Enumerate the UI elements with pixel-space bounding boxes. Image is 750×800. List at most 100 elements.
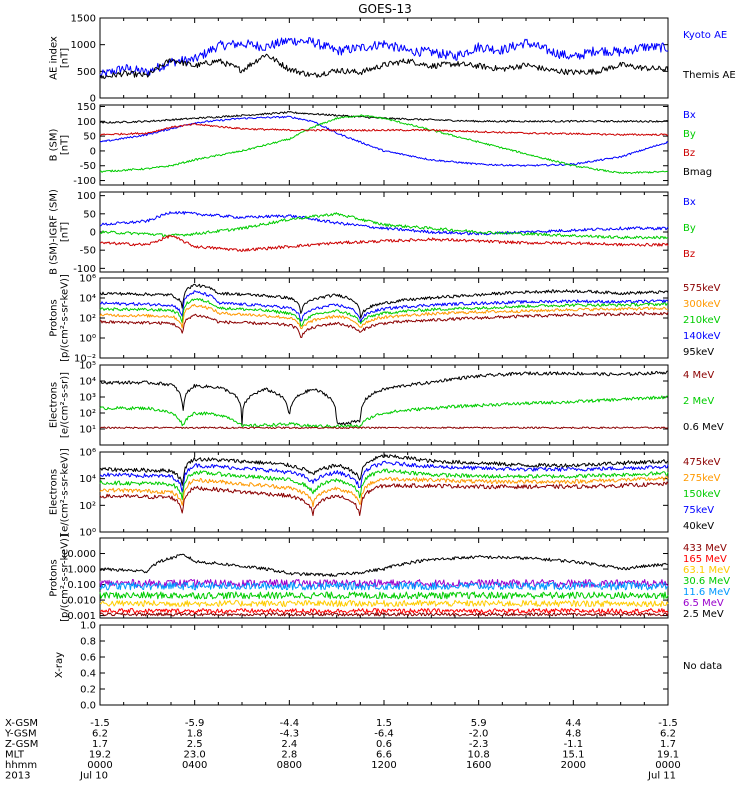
series-line-275kev [99, 476, 669, 508]
legend-entry: 433 MeV [683, 543, 727, 554]
legend-entry: 2 MeV [683, 396, 714, 407]
footer-value: Jul 10 [79, 771, 108, 782]
y-tick-label: -50 [80, 246, 96, 257]
y-tick-label: 0.010 [67, 596, 96, 607]
footer-value: 0000 [655, 760, 680, 771]
series-line-0-6-mev [99, 370, 669, 426]
footer-value: Jul 11 [647, 771, 676, 782]
footer-value: 0000 [87, 760, 112, 771]
legend-entry: Bx [683, 110, 696, 121]
footer-value: 10.8 [468, 750, 490, 761]
panel-protons_high: 0.001 0.010 0.100 1.000 10.000Protons[p/(cm²… [49, 534, 731, 622]
footer-row-label: MLT [5, 750, 25, 761]
footer-value: 4.8 [565, 729, 581, 740]
y-tick-label: 0.100 [67, 580, 96, 591]
legend-entry: 210keV [683, 315, 721, 326]
ephemeris-footer: X-GSM -1.5 -5.9 -4.4 1.5 5.9 4.4 -1.5Y-GSM 6.2 1.… [4, 718, 681, 782]
panel-protons_low: 10⁻² 10⁰ 10² 10⁴ 10⁶ Protons[p/(cm²-s-sr-keV)… [49, 274, 721, 365]
y-axis-label: B (SM)-IGRF (SM)[nT] [49, 189, 71, 275]
y-tick-label: 10⁴ [79, 294, 96, 305]
footer-value: 2000 [561, 760, 586, 771]
footer-value: -4.4 [280, 718, 300, 729]
y-tick-label: 0 [90, 94, 96, 105]
footer-value: 4.4 [565, 718, 581, 729]
legend-entry: 150keV [683, 489, 721, 500]
footer-value: 0.6 [376, 739, 392, 750]
legend-entry: Bz [683, 148, 695, 159]
series-line-themis-ae [99, 53, 669, 80]
footer-value: 0400 [182, 760, 207, 771]
y-axis-label: Electrons[e/(cm²-s-sr-keV)] [49, 448, 71, 536]
footer-value: 15.1 [562, 750, 584, 761]
legend-entry: 11.6 MeV [683, 587, 730, 598]
footer-value: 6.6 [376, 750, 392, 761]
y-tick-label: 0 [90, 228, 96, 239]
footer-row-label: hhmm [5, 760, 37, 771]
series-line-2-5-mev [99, 553, 669, 577]
footer-row-label: Y-GSM [4, 729, 37, 740]
panel-b_sm: -100 -50 0 50 100 150 B (SM)[nT] Bx By Bz Bmag [49, 102, 713, 187]
series-line-6-5-mev [99, 579, 669, 588]
footer-value: -2.3 [469, 739, 489, 750]
legend-entry: Kyoto AE [683, 30, 727, 41]
y-tick-label: -100 [73, 176, 96, 187]
footer-value: 19.2 [89, 750, 111, 761]
series-line-475kev [99, 481, 669, 517]
footer-row-label: X-GSM [5, 718, 38, 729]
series-line-75kev [99, 460, 669, 493]
footer-value: -4.3 [280, 729, 300, 740]
legend-entry: 63.1 MeV [683, 565, 730, 576]
legend-entry: 30.6 MeV [683, 576, 730, 587]
panel-xray: 0.0 0.2 0.4 0.6 0.8 1.0 X-ray No data [54, 621, 722, 712]
legend-entry: By [683, 223, 696, 234]
panel-frame [99, 624, 669, 706]
series-line-210kev [99, 298, 669, 327]
footer-row-label: 2013 [5, 771, 30, 782]
y-axis-label: Protons[p/(cm²-s-sr-keV)] [49, 274, 71, 362]
y-axis-label: B (SM)[nT] [49, 128, 71, 161]
y-axis-label: Electrons[e/(cm²-s-sr)] [49, 372, 71, 438]
series-line-165-mev [99, 608, 669, 614]
y-tick-label: -100 [73, 264, 96, 275]
panel-electrons_mev: 10¹ 10² 10³ 10⁴ 10⁵ Electrons[e/(cm²-s-sr)] 4 … [49, 361, 724, 446]
legend-entry: 140keV [683, 331, 721, 342]
footer-value: 6.2 [92, 729, 108, 740]
series-line-140kev [100, 290, 669, 324]
footer-value: 0800 [277, 760, 302, 771]
footer-value: 5.9 [471, 718, 487, 729]
legend-entry: 275keV [683, 473, 721, 484]
y-tick-label: 10.000 [61, 549, 96, 560]
y-tick-label: 1.0 [80, 621, 96, 632]
plot-title: GOES-13 [358, 2, 412, 16]
panel-frame [99, 191, 669, 273]
series-line-63-1-mev [99, 599, 669, 608]
y-tick-label: 0.4 [80, 669, 96, 680]
y-tick-label: 0.8 [80, 637, 96, 648]
y-tick-label: 50 [83, 209, 96, 220]
y-tick-label: 1000 [71, 40, 96, 51]
series-line-bz [99, 234, 669, 252]
y-tick-label: 10² [79, 501, 96, 512]
legend-entry: By [683, 129, 696, 140]
series-line-2-mev [99, 395, 669, 428]
panel-b_minus_igrf: -100 -50 0 50 100 B (SM)-IGRF (SM)[nT] Bx By Bz [49, 189, 696, 275]
y-tick-label: 500 [77, 67, 96, 78]
footer-value: 19.1 [657, 750, 679, 761]
footer-value: -1.1 [564, 739, 584, 750]
footer-value: -6.4 [374, 729, 394, 740]
y-tick-label: 150 [77, 102, 96, 113]
y-tick-label: 10⁰ [79, 528, 96, 539]
series-line-30-6-mev [99, 591, 669, 600]
footer-value: 2.5 [187, 739, 203, 750]
series-line-95kev [99, 283, 669, 319]
y-tick-label: 50 [83, 132, 96, 143]
series-line-by [99, 114, 669, 175]
series-line-150kev [99, 468, 669, 501]
series-line-bx [99, 115, 669, 167]
y-tick-label: 0 [90, 146, 96, 157]
y-tick-label: 10⁴ [79, 474, 96, 485]
footer-value: 2.8 [281, 750, 297, 761]
